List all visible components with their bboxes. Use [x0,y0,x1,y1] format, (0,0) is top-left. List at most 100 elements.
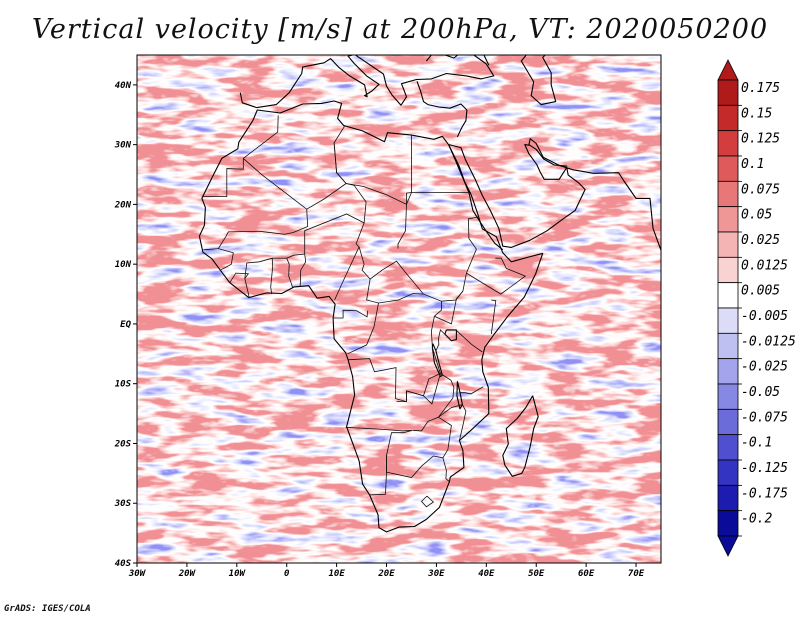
lon-tick-label: 20W [178,569,197,579]
colorbar-label: -0.125 [741,461,788,476]
colorbar-swatch [717,307,739,334]
country-border [243,115,279,159]
country-border [345,426,413,496]
latitude-axis: 40N 30N 20N 10N EQ 10S 20S 30S 40S [114,81,137,569]
colorbar: 0.175 0.15 0.125 0.1 0.075 0.05 0.025 0.0125 0.0… [717,59,796,557]
lon-tick-label: 50E [528,569,545,579]
coastline-lake-malawi [456,381,463,410]
colorbar-swatch [717,282,739,309]
colorbar-swatch [717,231,739,258]
colorbar-label: -0.0125 [741,334,796,349]
velocity-field [137,55,661,563]
colorbar-swatch [717,104,739,132]
country-border [225,158,309,237]
colorbar-label: -0.1 [741,436,772,451]
country-border [438,404,467,441]
lon-tick-label: 20E [377,569,395,579]
colorbar-swatch [717,332,739,360]
colorbar-swatch [717,510,739,537]
colorbar-label: 0.05 [741,208,772,223]
lon-tick-label: 10E [328,569,345,579]
colorbar-swatch [717,484,739,512]
lat-tick-label: 30S [114,499,132,509]
country-border [366,279,424,304]
colorbar-swatch [717,434,739,461]
colorbar-top-arrow [717,59,739,81]
colorbar-label: 0.1 [741,157,764,172]
coastline-gulf [528,144,568,167]
country-border [396,373,455,418]
coastline-red-sea_w [448,144,504,251]
coastline-anatolia-s [416,81,468,138]
colorbar-label: 0.005 [741,284,780,299]
country-border [397,192,412,249]
lat-tick-label: 30N [114,141,132,151]
country-border [442,457,450,483]
colorbar-label: -0.05 [741,385,780,400]
lat-tick-label: 40S [115,559,132,569]
colorbar-label: -0.175 [741,486,788,501]
lat-tick-label: 20N [114,200,132,210]
colorbar-swatch [717,180,739,208]
colorbar-label: 0.0125 [741,258,788,273]
lat-tick-label: EQ [120,320,131,330]
colorbar-label: 0.025 [741,233,780,248]
coastline-lake-victoria [444,329,457,342]
map-frame [136,54,662,564]
colorbar-label: 0.15 [741,106,772,121]
lat-tick-label: 10S [115,380,132,390]
country-border [434,290,464,325]
country-border [490,299,497,335]
colorbar-swatch [717,459,739,486]
country-border [201,158,244,198]
country-border [286,258,294,288]
country-border [299,253,307,287]
country-border [435,329,452,351]
coastline-lake-tanganyika [431,343,443,378]
colorbar-label: 0.125 [741,132,780,147]
country-border [218,248,234,271]
colorbar-swatch [717,79,739,106]
country-border [455,329,483,353]
colorbar-swatch [717,383,739,410]
colorbar-label: 0.075 [741,182,780,197]
lat-tick-label: 10N [115,260,132,270]
lat-tick-label: 20S [114,439,132,449]
longitude-axis: 30W 20W 10W 0 10E 20E 30E 40E 50E 60E 70E [128,563,645,579]
map-title: Vertical velocity [m/s] at 200hPa, VT: 2… [31,14,769,45]
coastline-arabia [448,138,661,253]
country-border [334,246,360,301]
colorbar-swatch [717,408,739,436]
colorbar-bottom-arrow [717,535,739,557]
colorbar-label: -0.075 [741,410,788,425]
colorbar-swatch [717,358,739,385]
lon-tick-label: 10W [229,569,247,579]
colorbar-label: -0.005 [741,309,788,324]
country-borders [201,115,527,508]
country-border [459,386,484,395]
colorbar-swatch [717,130,739,157]
country-border [333,309,368,319]
colorbar-swatch [717,206,739,233]
lon-tick-label: 60E [578,569,595,579]
coastline-madagascar [502,395,539,477]
country-border [270,258,274,295]
lon-tick-label: 30E [427,569,445,579]
coastline-africa [198,100,544,533]
colorbar-label: -0.2 [741,512,772,527]
country-border [346,183,479,302]
country-border [420,495,435,508]
country-border [347,302,379,355]
lon-tick-label: 30W [128,569,147,579]
colorbar-label: 0.175 [741,81,780,96]
coastline-caspian [520,55,557,106]
colorbar-label: -0.025 [741,360,788,375]
country-border [203,236,227,251]
country-border [466,257,527,295]
lon-tick-label: 70E [628,569,645,579]
lat-tick-label: 40N [115,81,132,91]
country-border [386,416,452,478]
country-border [229,272,250,283]
colorbar-swatch [717,155,739,182]
